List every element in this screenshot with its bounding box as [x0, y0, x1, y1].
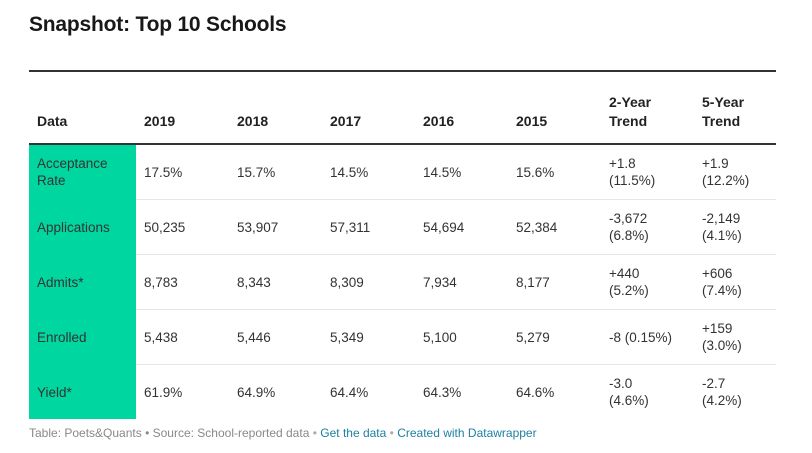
table-cell: 50,235	[136, 199, 229, 255]
table-cell: 14.5%	[322, 144, 415, 200]
data-table-container: Data 2019 2018 2017 2016 2015 2-Year Trend 5-Ye…	[29, 70, 776, 419]
table-cell: -2,149 (4.1%)	[694, 199, 776, 255]
table-header-row: Data 2019 2018 2017 2016 2015 2-Year Trend 5-Ye…	[29, 72, 776, 145]
table-cell: 5,279	[508, 309, 601, 365]
table-cell: 5,100	[415, 309, 508, 365]
row-label-cell: Applications	[29, 199, 136, 255]
footer-separator: •	[389, 426, 394, 440]
table-cell: 15.6%	[508, 144, 601, 200]
table-footer: Table: Poets&Quants • Source: School-rep…	[29, 426, 537, 440]
table-cell: 53,907	[229, 199, 322, 255]
table-cell: 64.6%	[516, 384, 555, 400]
table-cell: 5,446	[229, 309, 322, 365]
table-cell: +1.9 (12.2%)	[694, 144, 776, 200]
footer-separator: •	[312, 426, 317, 440]
table-cell: +440 (5.2%)	[601, 254, 694, 310]
column-header: 5-Year Trend	[694, 72, 776, 145]
table-cell: 64.9%	[237, 384, 276, 400]
table-cell: 57,311	[322, 199, 415, 255]
table-cell: 8,783	[136, 254, 229, 310]
chart-title: Snapshot: Top 10 Schools	[29, 13, 287, 36]
table-cell: 14.5%	[415, 144, 508, 200]
column-header: 2-Year Trend	[601, 72, 694, 145]
table-cell: 17.5%	[136, 144, 229, 200]
row-label-cell: Admits*	[29, 254, 136, 310]
table-cell: 61.9%	[144, 384, 183, 400]
table-cell: -8 (0.15%)	[601, 309, 694, 365]
table-top-rule	[29, 70, 776, 72]
table-cell: 5,438	[136, 309, 229, 365]
table-cell: 64.3%	[423, 384, 462, 400]
table-cell: 7,934	[415, 254, 508, 310]
table-cell: 8,343	[229, 254, 322, 310]
table-cell: 64.4%	[330, 384, 369, 400]
table-cell: -3,672 (6.8%)	[601, 199, 694, 255]
column-header: 2015	[508, 72, 601, 145]
row-label-cell: Acceptance Rate	[29, 144, 136, 200]
table-cell: -2.7 (4.2%)	[702, 376, 742, 408]
data-table: Data 2019 2018 2017 2016 2015 2-Year Trend 5-Ye…	[29, 72, 776, 419]
column-header: 2018	[229, 72, 322, 145]
table-cell: 15.7%	[229, 144, 322, 200]
table-cell: 52,384	[508, 199, 601, 255]
table-cell: 54,694	[415, 199, 508, 255]
column-header: 2017	[322, 72, 415, 145]
column-header: 2019	[136, 72, 229, 145]
get-the-data-link[interactable]: Get the data	[320, 426, 387, 440]
table-body: Acceptance Rate 17.5% 15.7% 14.5% 14.5% 15.6%…	[29, 144, 776, 419]
footer-source-text: Table: Poets&Quants • Source: School-rep…	[29, 426, 310, 440]
table-cell: +1.8 (11.5%)	[601, 144, 694, 200]
column-header: Data	[29, 72, 136, 145]
table-row: Enrolled 5,438 5,446 5,349 5,100 5,279 -8 (0.1…	[29, 309, 776, 365]
table-cell: 5,349	[322, 309, 415, 365]
table-cell: -3.0 (4.6%)	[609, 376, 649, 408]
table-cell: 8,309	[322, 254, 415, 310]
row-label-cell: Yield*	[29, 364, 136, 419]
table-row: Admits* 8,783 8,343 8,309 7,934 8,177 +440 (5.…	[29, 254, 776, 310]
row-label-cell: Enrolled	[29, 309, 136, 365]
table-row: Applications 50,235 53,907 57,311 54,694 52,3…	[29, 199, 776, 255]
column-header: 2016	[415, 72, 508, 145]
created-with-datawrapper-link[interactable]: Created with Datawrapper	[397, 426, 537, 440]
table-cell: +159 (3.0%)	[694, 309, 776, 365]
table-row: Acceptance Rate 17.5% 15.7% 14.5% 14.5% 15.6%…	[29, 144, 776, 200]
table-row: Yield* 61.9% 64.9% 64.4% 64.3% 64.6% -3.0 (4.6…	[29, 364, 776, 419]
table-cell: +606 (7.4%)	[694, 254, 776, 310]
table-cell: 8,177	[508, 254, 601, 310]
